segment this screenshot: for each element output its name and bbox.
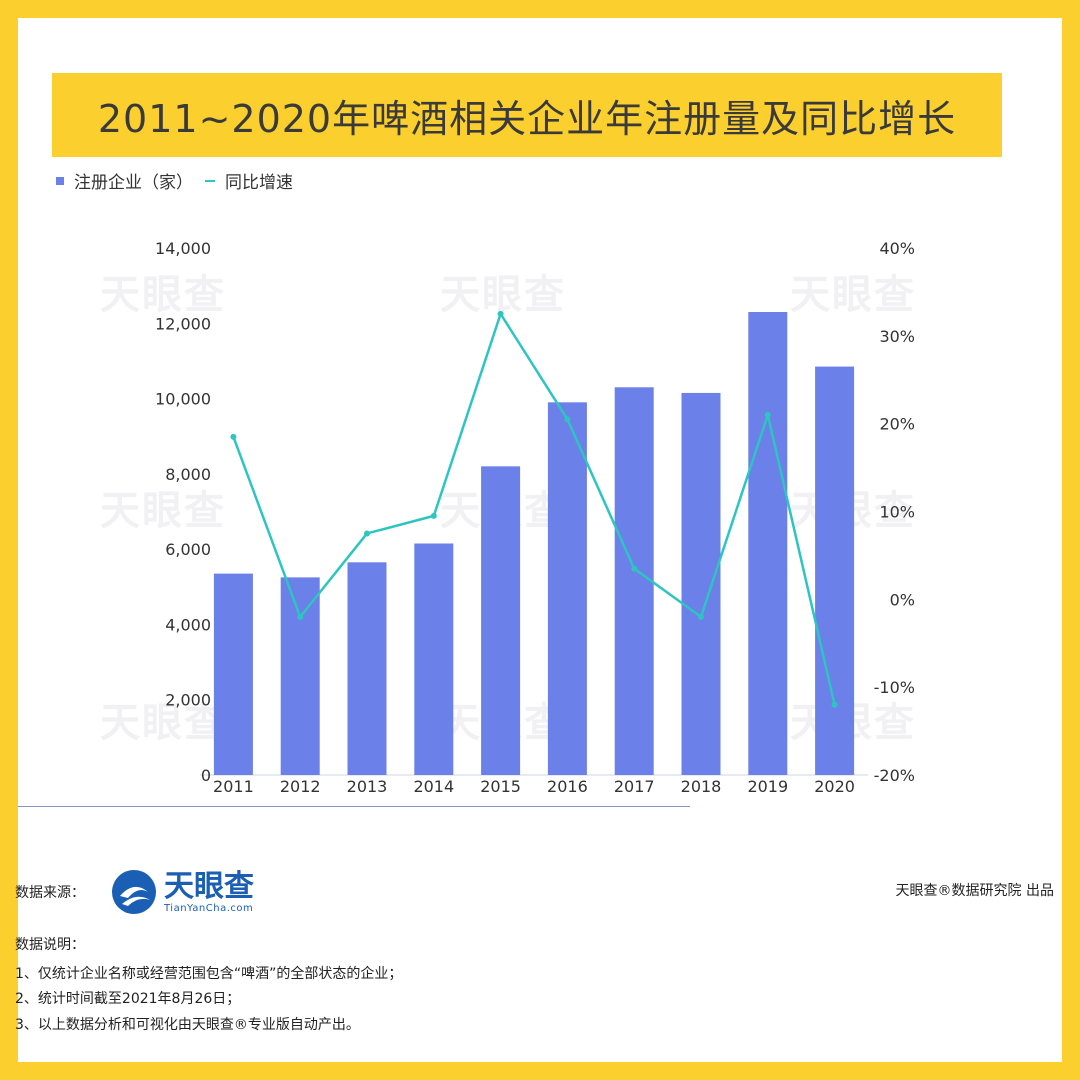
legend-line-label: 同比增速 bbox=[225, 173, 293, 193]
note-line-1: 1、仅统计企业名称或经营范围包含“啤酒”的全部状态的企业； bbox=[15, 966, 403, 982]
growth-point-2013 bbox=[364, 530, 370, 537]
y-right-tick-label: 30% bbox=[879, 327, 915, 346]
notes-title: 数据说明： bbox=[15, 937, 85, 953]
growth-point-2011 bbox=[230, 433, 237, 440]
legend-line-swatch bbox=[205, 179, 215, 182]
logo-icon bbox=[112, 870, 156, 914]
x-tick-label: 2015 bbox=[480, 777, 521, 796]
x-tick-label: 2014 bbox=[413, 777, 454, 796]
publisher-credit: 天眼查®数据研究院 出品 bbox=[895, 883, 1054, 899]
y-left-tick-label: 12,000 bbox=[155, 314, 211, 333]
growth-point-2018 bbox=[698, 613, 704, 620]
note-line-3: 3、以上数据分析和可视化由天眼查®专业版自动产出。 bbox=[15, 1017, 360, 1033]
y-right-tick-label: 20% bbox=[879, 415, 915, 434]
bar-2017 bbox=[614, 387, 654, 775]
bar-2012 bbox=[280, 577, 320, 775]
x-tick-label: 2011 bbox=[213, 777, 254, 796]
x-tick-label: 2020 bbox=[814, 777, 855, 796]
legend-bar-swatch bbox=[56, 176, 64, 185]
watermark: 天眼查 bbox=[790, 272, 916, 318]
title-banner: 2011~2020年啤酒相关企业年注册量及同比增长 bbox=[52, 73, 1002, 157]
growth-point-2014 bbox=[430, 512, 437, 519]
footer-divider bbox=[18, 806, 690, 807]
y-right-tick-label: 10% bbox=[879, 503, 915, 522]
y-left-tick-label: 4,000 bbox=[165, 615, 211, 634]
card-frame bbox=[18, 18, 1062, 1062]
growth-point-2020 bbox=[831, 701, 838, 708]
y-left-tick-label: 8,000 bbox=[165, 465, 211, 484]
y-right-tick-label: -20% bbox=[874, 766, 915, 785]
bar-2016 bbox=[547, 402, 587, 775]
bar-2014 bbox=[414, 543, 454, 775]
chart-title: 2011~2020年啤酒相关企业年注册量及同比增长 bbox=[97, 96, 957, 141]
watermark: 天眼查 bbox=[100, 700, 226, 746]
legend-item-line: 同比增速 bbox=[199, 168, 293, 193]
growth-rate-line bbox=[232, 312, 836, 706]
bar-2011 bbox=[213, 573, 253, 775]
y-right-tick-label: 0% bbox=[890, 590, 915, 609]
y-right-tick-label: -10% bbox=[874, 678, 915, 697]
x-tick-label: 2012 bbox=[280, 777, 321, 796]
source-label: 数据来源： bbox=[15, 885, 85, 901]
chart-legend: 注册企业（家） 同比增速 bbox=[56, 168, 299, 193]
growth-point-2015 bbox=[497, 310, 504, 317]
bar-2020 bbox=[815, 366, 855, 775]
y-left-tick-label: 6,000 bbox=[165, 540, 211, 559]
growth-point-2016 bbox=[564, 416, 571, 423]
watermark: 天眼查 bbox=[440, 272, 566, 318]
growth-point-2019 bbox=[764, 411, 771, 418]
watermark: 天眼查 bbox=[100, 488, 226, 534]
x-tick-label: 2016 bbox=[547, 777, 588, 796]
tianyancha-logo: 天眼查 TianYanCha.com bbox=[108, 866, 254, 918]
bar-2013 bbox=[347, 562, 387, 775]
y-left-tick-label: 2,000 bbox=[165, 691, 211, 710]
bar-2019 bbox=[748, 311, 788, 775]
note-line-2: 2、统计时间截至2021年8月26日； bbox=[15, 991, 241, 1007]
logo-url: TianYanCha.com bbox=[164, 902, 254, 914]
x-tick-label: 2018 bbox=[681, 777, 722, 796]
bar-2018 bbox=[681, 392, 721, 775]
y-left-tick-label: 0 bbox=[201, 766, 211, 785]
y-right-tick-label: 40% bbox=[879, 239, 915, 258]
bar-2015 bbox=[481, 466, 521, 775]
y-left-tick-label: 14,000 bbox=[155, 239, 211, 258]
x-tick-label: 2019 bbox=[747, 777, 788, 796]
watermark: 天眼查 bbox=[100, 272, 226, 318]
y-left-tick-label: 10,000 bbox=[155, 390, 211, 409]
legend-item-bar: 注册企业（家） bbox=[56, 168, 193, 193]
growth-point-2017 bbox=[631, 565, 638, 572]
x-tick-label: 2013 bbox=[347, 777, 388, 796]
legend-bar-label: 注册企业（家） bbox=[74, 173, 193, 193]
logo-name: 天眼查 bbox=[164, 868, 254, 904]
x-tick-label: 2017 bbox=[614, 777, 655, 796]
growth-point-2012 bbox=[297, 613, 304, 620]
